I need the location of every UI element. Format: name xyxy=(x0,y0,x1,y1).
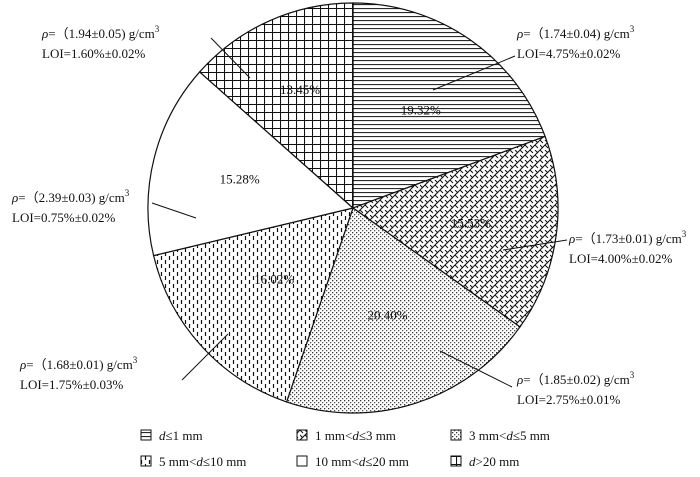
legend-item: d≤1 mm xyxy=(140,428,203,443)
density-label: ρ=（1.74±0.04) g/cm3 xyxy=(516,24,635,41)
legend-swatch xyxy=(296,455,308,467)
slice-annotation: ρ=（1.94±0.05) g/cm3 LOI=1.60%±0.02% xyxy=(41,24,251,79)
legend: d≤1 mm 1 mm<d≤3 mm 3 mm<d≤5 mm 5 mm<d≤10 mm… xyxy=(140,428,550,469)
slice-annotation: ρ=（2.39±0.03) g/cm3 LOI=0.75%±0.02% xyxy=(11,188,197,225)
legend-label: 1 mm<d≤3 mm xyxy=(315,428,396,443)
density-label: ρ=（2.39±0.03) g/cm3 xyxy=(11,188,130,205)
leader-line xyxy=(151,202,197,219)
leader-line xyxy=(502,239,568,251)
loi-label: LOI=1.75%±0.03% xyxy=(20,377,123,392)
pie-annotations: ρ=（1.74±0.04) g/cm3LOI=4.75%±0.02%ρ=（1.7… xyxy=(11,24,687,407)
legend-label: d≤1 mm xyxy=(159,428,203,443)
leader-line xyxy=(181,333,229,381)
loi-label: LOI=0.75%±0.02% xyxy=(12,210,115,225)
slice-value-label: 16.02% xyxy=(254,272,294,287)
legend-swatch xyxy=(140,429,152,441)
slice-annotation: ρ=（1.85±0.02) g/cm3 LOI=2.75%±0.01% xyxy=(439,350,635,407)
loi-label: LOI=4.75%±0.02% xyxy=(517,46,620,61)
slice-annotation: ρ=（1.73±0.01) g/cm3 LOI=4.00%±0.02% xyxy=(502,229,687,266)
legend-label: d>20 mm xyxy=(469,454,519,469)
pie-slice xyxy=(351,135,559,328)
pie-slices xyxy=(147,2,559,414)
legend-item: 1 mm<d≤3 mm xyxy=(296,428,396,443)
density-label: ρ=（1.73±0.01) g/cm3 xyxy=(568,229,687,246)
pie-slice-labels: 19.32% 15.53% 20.40% 16.02% 15.28% 13.45% xyxy=(220,82,491,322)
legend-label: 10 mm<d≤20 mm xyxy=(315,454,409,469)
leader-line xyxy=(439,350,513,388)
legend-label: 3 mm<d≤5 mm xyxy=(469,428,550,443)
slice-value-label: 19.32% xyxy=(401,102,441,117)
slice-annotation: ρ=（1.74±0.04) g/cm3 LOI=4.75%±0.02% xyxy=(432,24,635,91)
legend-swatch xyxy=(450,429,462,441)
slice-value-label: 15.28% xyxy=(220,172,260,187)
pie-slice xyxy=(198,2,354,210)
pie-slice xyxy=(352,2,546,209)
loi-label: LOI=1.60%±0.02% xyxy=(42,46,145,61)
legend-item: d>20 mm xyxy=(450,454,519,469)
slice-annotation: ρ=（1.68±0.01) g/cm3 LOI=1.75%±0.03% xyxy=(19,333,229,392)
slice-value-label: 15.53% xyxy=(451,216,491,231)
legend-item: 5 mm<d≤10 mm xyxy=(140,454,246,469)
density-label: ρ=（1.85±0.02) g/cm3 xyxy=(516,370,635,387)
legend-item: 3 mm<d≤5 mm xyxy=(450,428,550,443)
legend-item: 10 mm<d≤20 mm xyxy=(296,454,409,469)
pie-slice xyxy=(152,207,354,403)
legend-swatch xyxy=(296,429,308,441)
loi-label: LOI=4.00%±0.02% xyxy=(569,251,672,266)
leader-line xyxy=(432,55,516,91)
legend-swatch xyxy=(140,455,152,467)
loi-label: LOI=2.75%±0.01% xyxy=(517,392,620,407)
pie-slice xyxy=(147,71,355,257)
slice-value-label: 20.40% xyxy=(367,307,407,322)
slice-value-label: 13.45% xyxy=(280,82,320,97)
density-label: ρ=（1.94±0.05) g/cm3 xyxy=(41,24,160,41)
legend-label: 5 mm<d≤10 mm xyxy=(159,454,246,469)
leader-line xyxy=(210,37,251,79)
density-label: ρ=（1.68±0.01) g/cm3 xyxy=(19,355,138,372)
legend-swatch xyxy=(450,455,462,467)
